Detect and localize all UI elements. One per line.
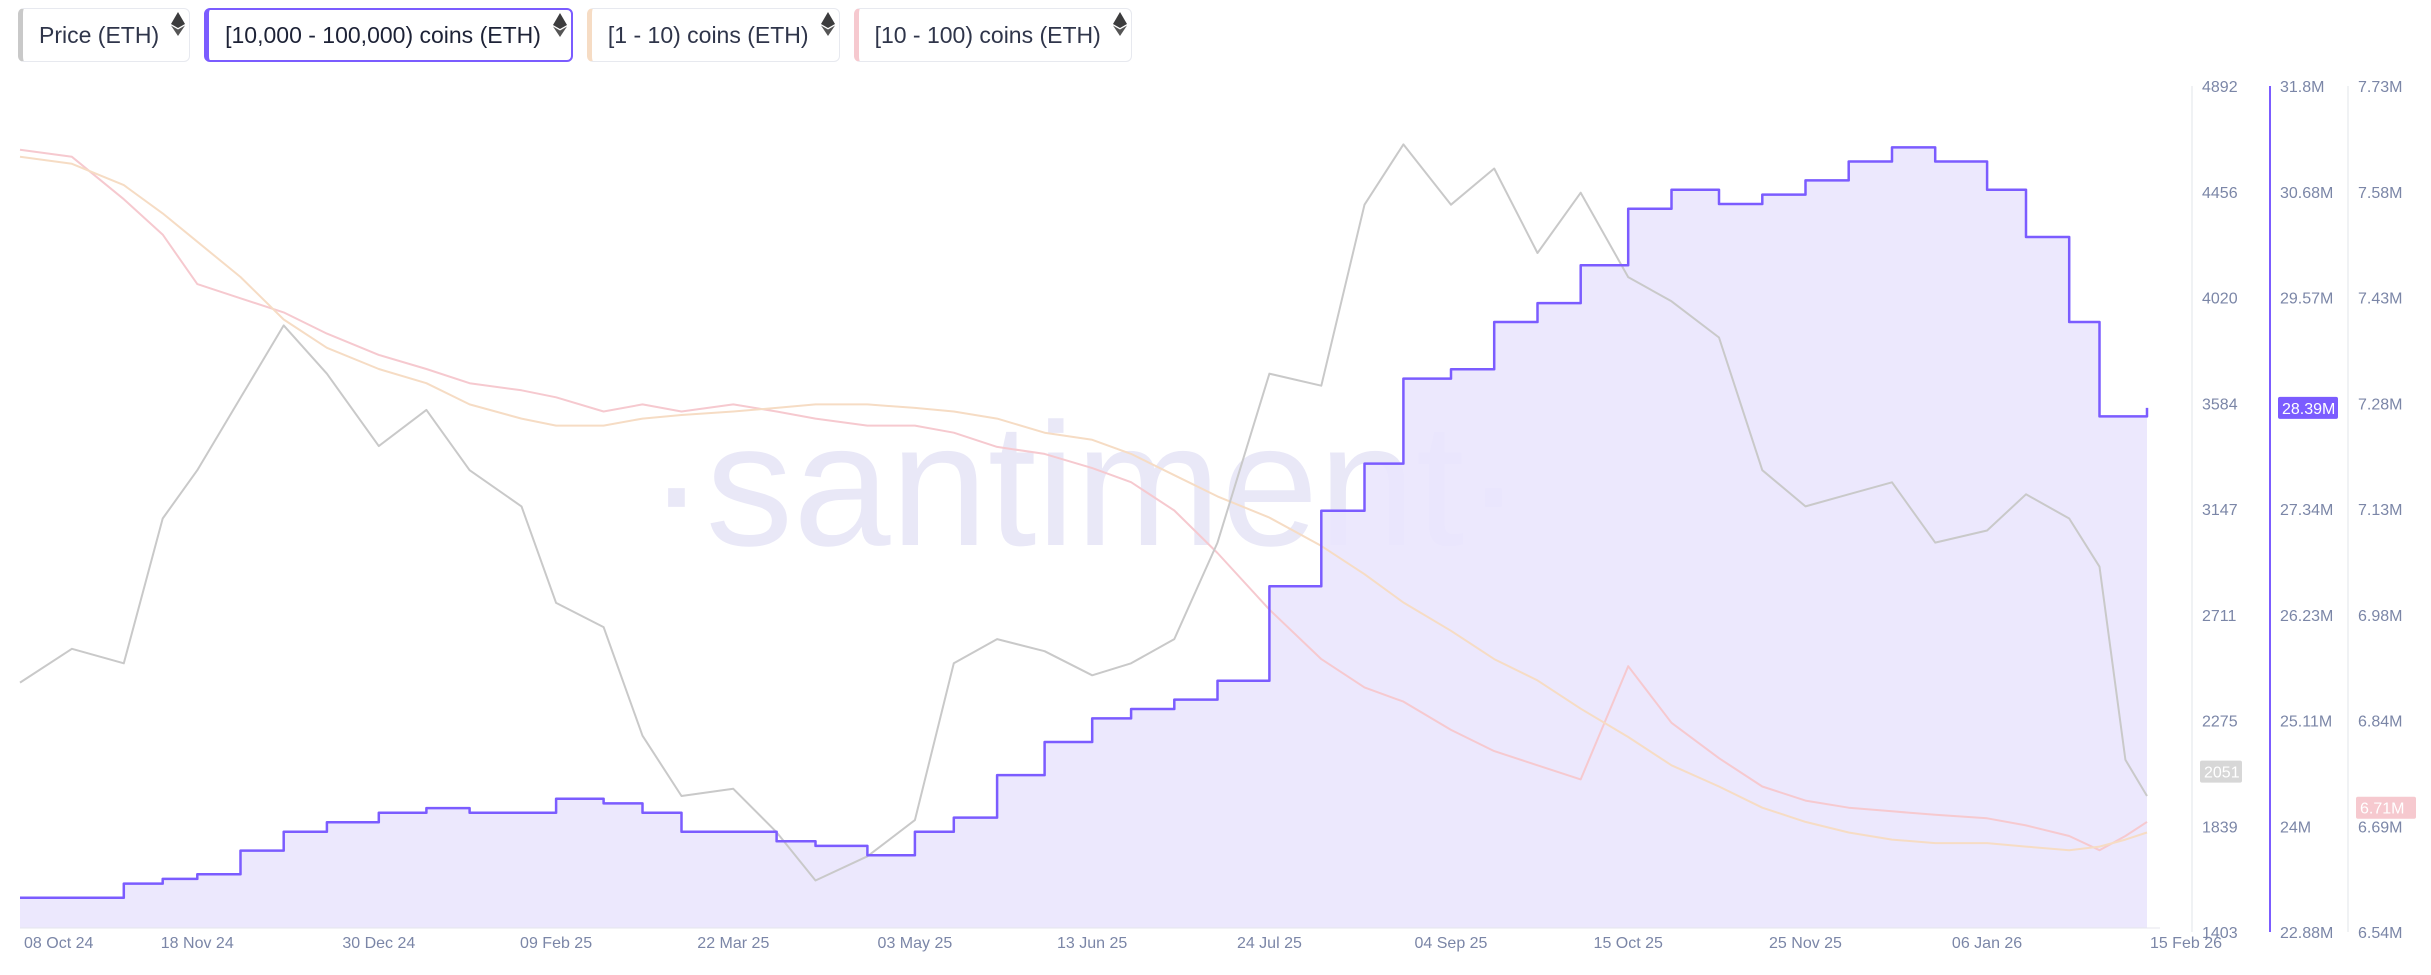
x-tick-label: 24 Jul 25 [1237,935,1302,952]
legend-label-1-10: [1 - 10) coins (ETH) [607,21,809,48]
whale-tick-label: 22.88M [2280,925,2333,942]
retail-last-value-badge: 6.71M [2356,796,2416,819]
ethereum-icon [820,12,835,36]
price-tick-label: 4020 [2202,291,2238,308]
x-tick-label: 08 Oct 24 [24,935,93,952]
price-tick-label: 4892 [2202,79,2238,96]
ethereum-icon [171,12,186,36]
ethereum-icon [1112,12,1127,36]
legend-item-price[interactable]: Price (ETH) [18,8,191,62]
legend-item-whales[interactable]: [10,000 - 100,000) coins (ETH) [204,8,573,62]
retail-tick-label: 7.58M [2358,185,2402,202]
whale-tick-label: 30.68M [2280,185,2333,202]
legend-label-price: Price (ETH) [39,21,160,48]
series-10-100-line [19,148,2148,852]
x-tick-label: 15 Oct 25 [1594,935,1663,952]
x-tick-label: 03 May 25 [878,935,953,952]
retail-tick-label: 7.13M [2358,502,2402,519]
price-tick-label: 4456 [2202,185,2238,202]
whale-tick-label: 24M [2280,819,2311,836]
whale-last-value-label: 28.39M [2282,401,2335,418]
whale-tick-label: 25.11M [2280,714,2332,731]
axes: 08 Oct 24 18 Nov 24 30 Dec 24 09 Feb 25 22 M… [20,79,2416,952]
whale-tick-label: 31.8M [2280,79,2324,96]
retail-tick-label: 7.73M [2358,79,2402,96]
price-tick-label: 2711 [2202,608,2237,625]
x-tick-label: 04 Sep 25 [1415,935,1488,952]
ethereum-icon [552,13,567,37]
series-lines [19,143,2149,900]
x-tick-label: 30 Dec 24 [342,935,415,952]
price-tick-label: 1839 [2202,819,2238,836]
x-tick-label: 13 Jun 25 [1057,935,1127,952]
retail-tick-label: 6.98M [2358,608,2402,625]
price-tick-label: 3584 [2202,396,2238,413]
whale-tick-label: 29.57M [2280,291,2333,308]
x-tick-label: 15 Feb 26 [2150,935,2222,952]
chart-legend: Price (ETH) [10,000 - 100,000) coins (ET… [18,8,1132,62]
whale-area [20,147,2147,928]
series-whales-line [20,146,2149,900]
legend-label-10-100: [10 - 100) coins (ETH) [874,21,1101,48]
x-tick-label: 25 Nov 25 [1769,935,1842,952]
retail-tick-label: 6.84M [2358,714,2402,731]
x-tick-label: 09 Feb 25 [520,935,592,952]
price-last-value-badge: 2051 [2200,760,2242,783]
whale-tick-label: 27.34M [2280,502,2333,519]
price-tick-label: 3147 [2202,502,2238,519]
legend-item-1-10[interactable]: [1 - 10) coins (ETH) [586,8,840,62]
retail-tick-label: 6.69M [2358,819,2402,836]
series-1-10-line [19,155,2148,852]
price-last-value-label: 2051 [2204,765,2240,782]
price-tick-label: 2275 [2202,714,2238,731]
retail-tick-label: 7.43M [2358,291,2402,308]
whale-last-value-badge: 28.39M [2278,396,2338,419]
x-tick-label: 18 Nov 24 [161,935,234,952]
retail-tick-label: 7.28M [2358,396,2402,413]
x-tick-label: 22 Mar 25 [697,935,769,952]
whale-area-fill [20,147,2147,928]
retail-tick-label: 6.54M [2358,925,2402,942]
x-tick-label: 06 Jan 26 [1952,935,2022,952]
legend-item-10-100[interactable]: [10 - 100) coins (ETH) [853,8,1132,62]
price-tick-label: 1403 [2202,925,2238,942]
whale-tick-label: 26.23M [2280,608,2333,625]
retail-last-value-label: 6.71M [2360,801,2404,818]
legend-label-whales: [10,000 - 100,000) coins (ETH) [225,21,541,48]
series-price-line [19,143,2148,882]
